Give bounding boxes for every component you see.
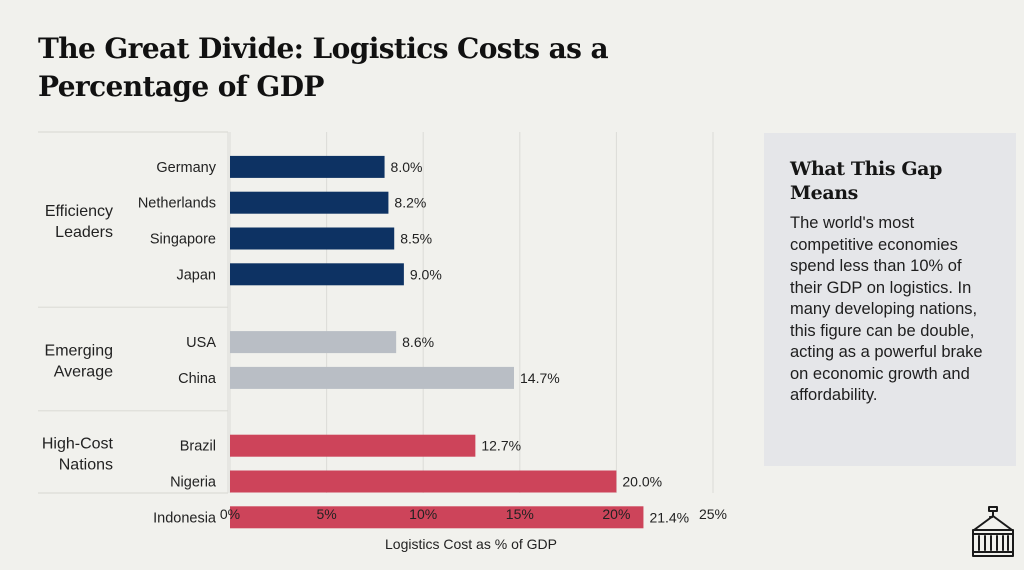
group-label: Average	[54, 364, 113, 381]
insight-heading: What This Gap Means	[790, 158, 942, 204]
category-label: Nigeria	[170, 475, 217, 491]
value-label: 8.2%	[394, 195, 426, 211]
bar-brazil	[230, 434, 476, 457]
group-label: High-Cost	[42, 435, 114, 452]
x-tick-label: 25%	[699, 506, 727, 522]
bar-nigeria	[230, 470, 617, 493]
value-label: 21.4%	[649, 509, 689, 525]
x-tick-label: 5%	[316, 506, 336, 522]
labels: Germany 8.0% Netherlands 8.2% Singapore 8.5% J…	[42, 159, 689, 526]
x-tick-label: 0%	[220, 506, 240, 522]
shipping-container-icon	[972, 506, 1014, 557]
chart-title: The Great Divide: Logistics Costs as a P…	[38, 32, 609, 103]
value-label: 9.0%	[410, 266, 442, 282]
value-label: 8.5%	[400, 231, 432, 247]
group-label: Leaders	[55, 224, 113, 241]
bar-indonesia	[230, 506, 644, 529]
bar-germany	[230, 155, 385, 178]
value-label: 14.7%	[520, 370, 560, 386]
category-label: Japan	[176, 267, 216, 283]
group-dividers	[38, 131, 229, 494]
category-label: USA	[186, 335, 216, 351]
value-label: 8.0%	[391, 159, 423, 175]
group-label: Efficiency	[45, 203, 113, 220]
category-label: Indonesia	[153, 510, 217, 526]
insight-panel: What This Gap Means The world's most com…	[764, 133, 1016, 466]
bar-netherlands	[230, 191, 389, 214]
value-label: 12.7%	[481, 438, 521, 454]
category-label: Netherlands	[138, 196, 216, 212]
x-axis: 0% 5% 10% 15% 20% 25%	[220, 506, 727, 522]
value-label: 20.0%	[622, 474, 662, 490]
x-tick-label: 15%	[506, 506, 534, 522]
bar-usa	[230, 331, 397, 354]
category-label: Singapore	[150, 232, 216, 248]
bar-singapore	[230, 227, 395, 250]
x-tick-label: 10%	[409, 506, 437, 522]
category-label: China	[178, 371, 217, 387]
bar-china	[230, 366, 515, 389]
bar-chart: Germany 8.0% Netherlands 8.2% Singapore 8.5% J…	[38, 131, 727, 552]
category-label: Brazil	[180, 439, 216, 455]
value-label: 8.6%	[402, 334, 434, 350]
x-axis-title: Logistics Cost as % of GDP	[385, 536, 557, 552]
insight-body: The world's most competitive economies s…	[790, 214, 983, 404]
bars	[230, 155, 644, 529]
category-label: Germany	[156, 160, 216, 176]
x-tick-label: 20%	[602, 506, 630, 522]
group-label: Nations	[59, 456, 113, 473]
group-label: Emerging	[45, 343, 113, 360]
bar-japan	[230, 263, 404, 286]
